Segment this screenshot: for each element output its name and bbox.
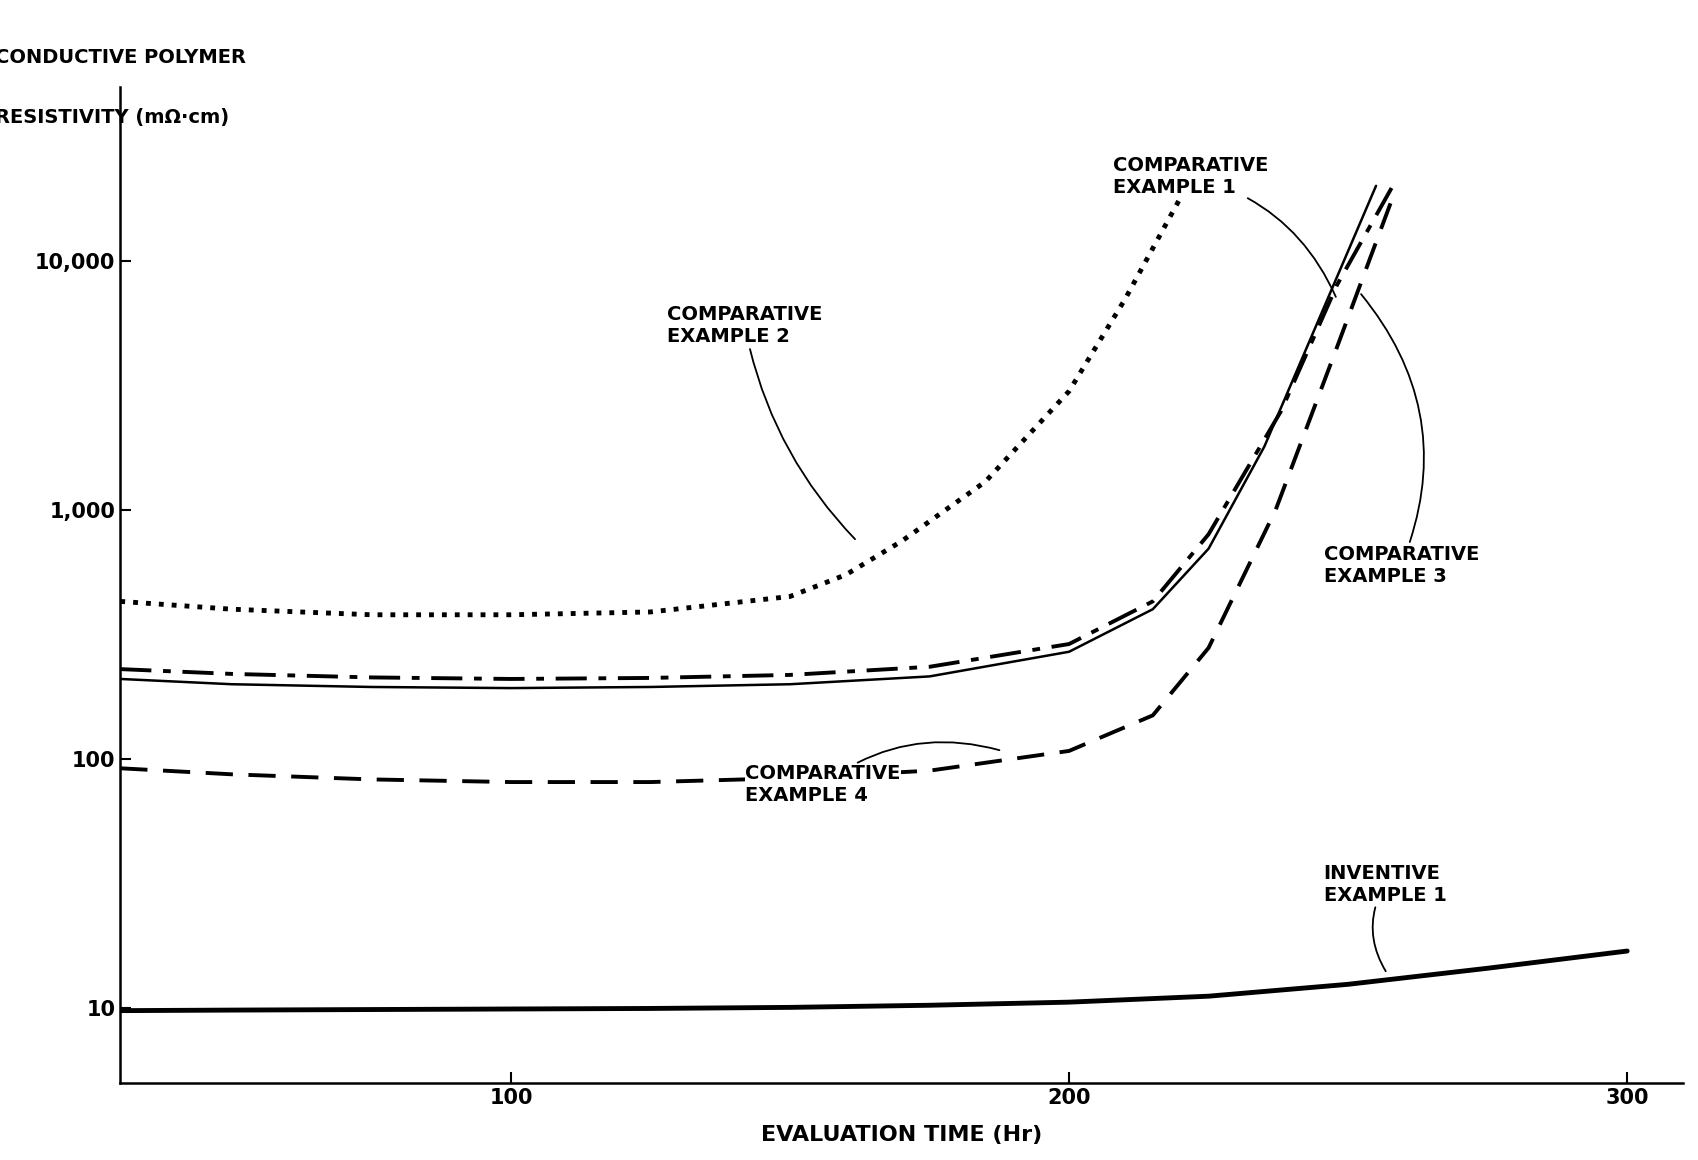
Text: COMPARATIVE
EXAMPLE 3: COMPARATIVE EXAMPLE 3 [1323,295,1479,586]
Text: COMPARATIVE
EXAMPLE 4: COMPARATIVE EXAMPLE 4 [745,742,1000,805]
X-axis label: EVALUATION TIME (Hr): EVALUATION TIME (Hr) [761,1125,1043,1145]
Text: RESISTIVITY (mΩ·cm): RESISTIVITY (mΩ·cm) [0,108,229,126]
Text: COMPARATIVE
EXAMPLE 2: COMPARATIVE EXAMPLE 2 [667,305,856,539]
Text: INVENTIVE
EXAMPLE 1: INVENTIVE EXAMPLE 1 [1323,863,1447,971]
Text: COMPARATIVE
EXAMPLE 1: COMPARATIVE EXAMPLE 1 [1112,155,1336,297]
Text: CONDUCTIVE POLYMER: CONDUCTIVE POLYMER [0,48,246,67]
